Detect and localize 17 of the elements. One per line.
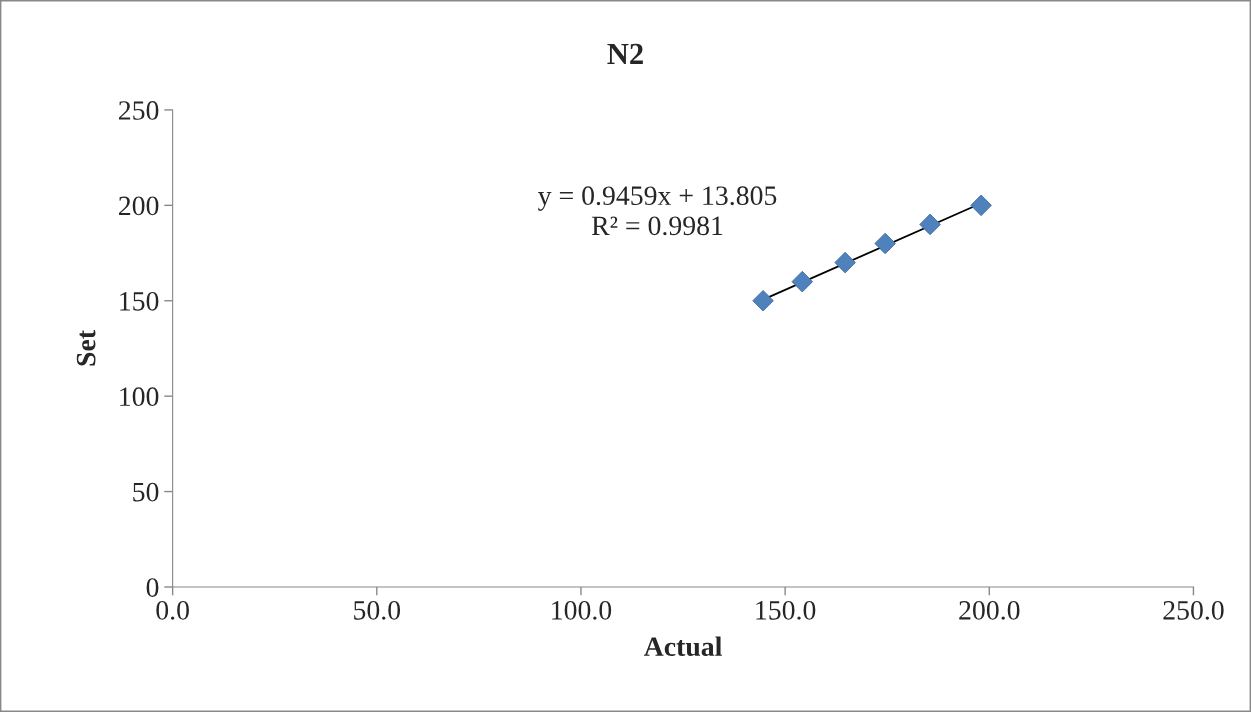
x-tick-label: 50.0	[354, 600, 401, 620]
y-tick-label: 200	[119, 196, 159, 216]
annotation: y = 0.9459x + 13.805	[538, 186, 777, 211]
y-tick-label: 0	[146, 578, 159, 597]
x-tick-label: 100.0	[552, 600, 612, 620]
y-tick-label: 50	[133, 482, 159, 502]
x-tick-label: 250.0	[1163, 600, 1224, 620]
x-tick-label: 200.0	[959, 600, 1020, 620]
x-tick-label: 150.0	[756, 600, 816, 620]
x-axis-title: Actual	[643, 636, 722, 657]
y-axis-title: Set	[76, 330, 96, 366]
annotation: R² = 0.9981	[591, 216, 723, 236]
y-tick-label: 150	[120, 291, 159, 311]
y-tick-label: 250	[119, 101, 159, 120]
chart-title: N2	[607, 43, 643, 64]
x-tick-label: 0.0	[156, 600, 189, 620]
y-tick-label: 100	[120, 387, 159, 407]
